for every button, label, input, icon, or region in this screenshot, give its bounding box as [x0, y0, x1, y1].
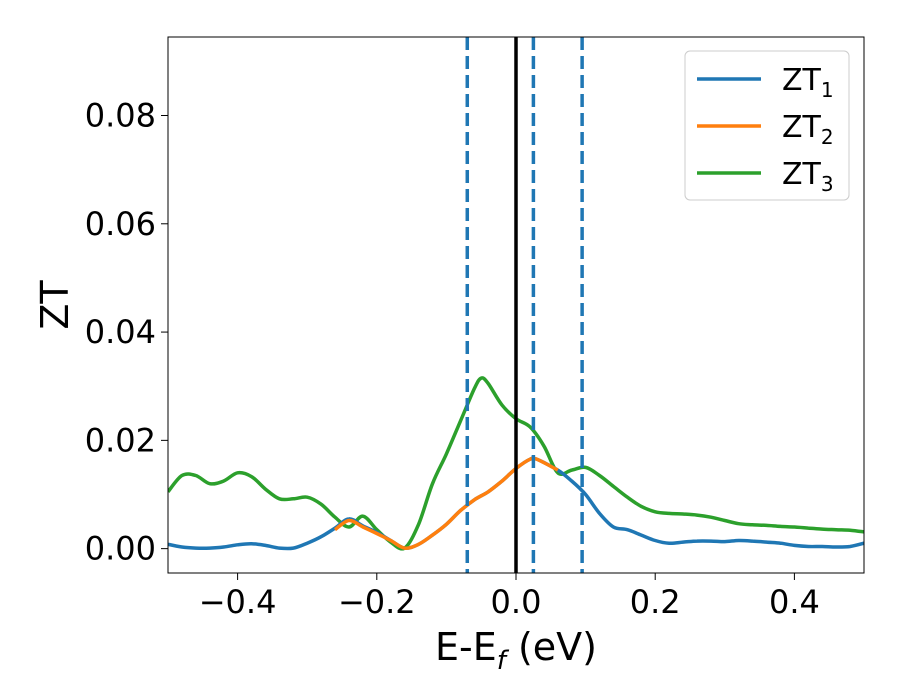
plot-area: [168, 37, 864, 573]
y-tick-label: 0.04: [85, 313, 156, 351]
plot-clip-group: [168, 37, 864, 573]
x-axis-ticks: −0.4 −0.2 0.0 0.2 0.4: [199, 573, 820, 621]
x-axis-label-main: E-E: [435, 625, 497, 669]
legend-box: [684, 50, 850, 201]
series-line-zt2: [333, 456, 559, 550]
x-axis-label-unit: (eV): [506, 625, 597, 669]
x-tick-label: 0.2: [630, 583, 681, 621]
legend-label-zt3: ZT3: [782, 157, 834, 196]
y-tick-label: 0.02: [85, 421, 156, 459]
y-axis-ticks: 0.00 0.02 0.04 0.06 0.08: [85, 97, 168, 568]
x-tick-label: 0.0: [491, 583, 542, 621]
x-axis-label: E-Ef (eV): [435, 625, 597, 676]
y-axis-label: ZT: [33, 280, 77, 330]
x-tick-label: 0.4: [769, 583, 820, 621]
legend: ZT1 ZT2 ZT3: [684, 50, 850, 201]
series-line-zt3: [168, 376, 864, 551]
y-tick-label: 0.08: [85, 97, 156, 135]
legend-label-zt1: ZT1: [782, 63, 834, 102]
y-tick-label: 0.00: [85, 530, 156, 568]
y-tick-label: 0.06: [85, 205, 156, 243]
x-tick-label: −0.2: [338, 583, 416, 621]
x-tick-label: −0.4: [199, 583, 277, 621]
legend-label-zt2: ZT2: [782, 110, 834, 149]
